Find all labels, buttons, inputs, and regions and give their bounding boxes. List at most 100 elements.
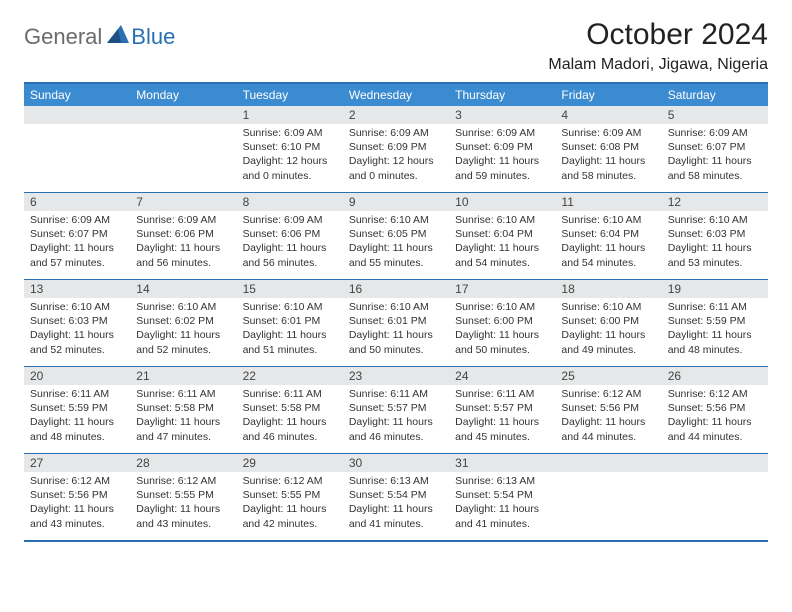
day-number: 17 bbox=[449, 280, 555, 298]
day-cell: 18Sunrise: 6:10 AMSunset: 6:00 PMDayligh… bbox=[555, 280, 661, 366]
day-number: 19 bbox=[662, 280, 768, 298]
sunrise-text: Sunrise: 6:11 AM bbox=[455, 387, 549, 401]
day-details: Sunrise: 6:10 AMSunset: 6:04 PMDaylight:… bbox=[449, 211, 555, 274]
dow-label: Thursday bbox=[449, 84, 555, 106]
sunrise-text: Sunrise: 6:10 AM bbox=[30, 300, 124, 314]
day-number: 13 bbox=[24, 280, 130, 298]
day-number: 31 bbox=[449, 454, 555, 472]
day-details: Sunrise: 6:12 AMSunset: 5:56 PMDaylight:… bbox=[555, 385, 661, 448]
day-cell: 17Sunrise: 6:10 AMSunset: 6:00 PMDayligh… bbox=[449, 280, 555, 366]
week-row: 20Sunrise: 6:11 AMSunset: 5:59 PMDayligh… bbox=[24, 366, 768, 453]
day-cell: 13Sunrise: 6:10 AMSunset: 6:03 PMDayligh… bbox=[24, 280, 130, 366]
day-cell: 19Sunrise: 6:11 AMSunset: 5:59 PMDayligh… bbox=[662, 280, 768, 366]
day-number: 18 bbox=[555, 280, 661, 298]
daylight-text: Daylight: 11 hours and 41 minutes. bbox=[349, 502, 443, 530]
day-cell: 12Sunrise: 6:10 AMSunset: 6:03 PMDayligh… bbox=[662, 193, 768, 279]
daylight-text: Daylight: 11 hours and 47 minutes. bbox=[136, 415, 230, 443]
daylight-text: Daylight: 11 hours and 50 minutes. bbox=[455, 328, 549, 356]
day-cell: 14Sunrise: 6:10 AMSunset: 6:02 PMDayligh… bbox=[130, 280, 236, 366]
month-title: October 2024 bbox=[548, 18, 768, 52]
day-number: 9 bbox=[343, 193, 449, 211]
daylight-text: Daylight: 11 hours and 43 minutes. bbox=[136, 502, 230, 530]
daylight-text: Daylight: 11 hours and 49 minutes. bbox=[561, 328, 655, 356]
sunrise-text: Sunrise: 6:13 AM bbox=[455, 474, 549, 488]
daylight-text: Daylight: 11 hours and 58 minutes. bbox=[668, 154, 762, 182]
sunrise-text: Sunrise: 6:12 AM bbox=[561, 387, 655, 401]
day-details: Sunrise: 6:11 AMSunset: 5:59 PMDaylight:… bbox=[662, 298, 768, 361]
day-cell: 30Sunrise: 6:13 AMSunset: 5:54 PMDayligh… bbox=[343, 454, 449, 540]
day-number bbox=[130, 106, 236, 124]
day-number: 22 bbox=[237, 367, 343, 385]
day-cell bbox=[24, 106, 130, 192]
day-cell: 24Sunrise: 6:11 AMSunset: 5:57 PMDayligh… bbox=[449, 367, 555, 453]
daylight-text: Daylight: 11 hours and 46 minutes. bbox=[349, 415, 443, 443]
sunset-text: Sunset: 6:05 PM bbox=[349, 227, 443, 241]
daylight-text: Daylight: 11 hours and 55 minutes. bbox=[349, 241, 443, 269]
day-number: 16 bbox=[343, 280, 449, 298]
day-details: Sunrise: 6:11 AMSunset: 5:59 PMDaylight:… bbox=[24, 385, 130, 448]
day-details: Sunrise: 6:12 AMSunset: 5:55 PMDaylight:… bbox=[130, 472, 236, 535]
day-details: Sunrise: 6:11 AMSunset: 5:57 PMDaylight:… bbox=[343, 385, 449, 448]
sunrise-text: Sunrise: 6:11 AM bbox=[349, 387, 443, 401]
day-cell: 1 Sunrise: 6:09 AMSunset: 6:10 PMDaylight… bbox=[237, 106, 343, 192]
day-number: 14 bbox=[130, 280, 236, 298]
sunrise-text: Sunrise: 6:10 AM bbox=[561, 300, 655, 314]
sunrise-text: Sunrise: 6:10 AM bbox=[349, 300, 443, 314]
location-label: Malam Madori, Jigawa, Nigeria bbox=[548, 56, 768, 74]
sunset-text: Sunset: 6:06 PM bbox=[243, 227, 337, 241]
sunrise-text: Sunrise: 6:09 AM bbox=[561, 126, 655, 140]
sunrise-text: Sunrise: 6:09 AM bbox=[243, 213, 337, 227]
day-number: 3 bbox=[449, 106, 555, 124]
sunset-text: Sunset: 6:02 PM bbox=[136, 314, 230, 328]
day-cell bbox=[662, 454, 768, 540]
sunset-text: Sunset: 5:56 PM bbox=[30, 488, 124, 502]
dow-label: Saturday bbox=[662, 84, 768, 106]
sunset-text: Sunset: 5:54 PM bbox=[349, 488, 443, 502]
day-details: Sunrise: 6:09 AMSunset: 6:06 PMDaylight:… bbox=[130, 211, 236, 274]
day-details: Sunrise: 6:10 AMSunset: 6:01 PMDaylight:… bbox=[343, 298, 449, 361]
title-block: October 2024 Malam Madori, Jigawa, Niger… bbox=[548, 18, 768, 74]
daylight-text: Daylight: 12 hours and 0 minutes. bbox=[349, 154, 443, 182]
sunrise-text: Sunrise: 6:10 AM bbox=[455, 300, 549, 314]
day-cell: 23Sunrise: 6:11 AMSunset: 5:57 PMDayligh… bbox=[343, 367, 449, 453]
day-details: Sunrise: 6:10 AMSunset: 6:02 PMDaylight:… bbox=[130, 298, 236, 361]
day-details: Sunrise: 6:11 AMSunset: 5:58 PMDaylight:… bbox=[237, 385, 343, 448]
sunset-text: Sunset: 6:09 PM bbox=[455, 140, 549, 154]
day-number: 7 bbox=[130, 193, 236, 211]
daylight-text: Daylight: 11 hours and 51 minutes. bbox=[243, 328, 337, 356]
sunset-text: Sunset: 6:09 PM bbox=[349, 140, 443, 154]
day-cell: 27Sunrise: 6:12 AMSunset: 5:56 PMDayligh… bbox=[24, 454, 130, 540]
day-number: 11 bbox=[555, 193, 661, 211]
sunrise-text: Sunrise: 6:12 AM bbox=[30, 474, 124, 488]
sunset-text: Sunset: 5:55 PM bbox=[136, 488, 230, 502]
daylight-text: Daylight: 11 hours and 46 minutes. bbox=[243, 415, 337, 443]
day-details: Sunrise: 6:09 AMSunset: 6:09 PMDaylight:… bbox=[343, 124, 449, 187]
daylight-text: Daylight: 11 hours and 42 minutes. bbox=[243, 502, 337, 530]
sunrise-text: Sunrise: 6:12 AM bbox=[136, 474, 230, 488]
day-cell: 6Sunrise: 6:09 AMSunset: 6:07 PMDaylight… bbox=[24, 193, 130, 279]
day-cell: 2Sunrise: 6:09 AMSunset: 6:09 PMDaylight… bbox=[343, 106, 449, 192]
day-cell: 21Sunrise: 6:11 AMSunset: 5:58 PMDayligh… bbox=[130, 367, 236, 453]
daylight-text: Daylight: 11 hours and 58 minutes. bbox=[561, 154, 655, 182]
day-details: Sunrise: 6:10 AMSunset: 6:05 PMDaylight:… bbox=[343, 211, 449, 274]
daylight-text: Daylight: 11 hours and 56 minutes. bbox=[243, 241, 337, 269]
day-cell: 15Sunrise: 6:10 AMSunset: 6:01 PMDayligh… bbox=[237, 280, 343, 366]
daylight-text: Daylight: 12 hours and 0 minutes. bbox=[243, 154, 337, 182]
day-number bbox=[662, 454, 768, 472]
sunset-text: Sunset: 5:59 PM bbox=[30, 401, 124, 415]
daylight-text: Daylight: 11 hours and 59 minutes. bbox=[455, 154, 549, 182]
page-header: General Blue October 2024 Malam Madori, … bbox=[24, 18, 768, 74]
sunrise-text: Sunrise: 6:11 AM bbox=[668, 300, 762, 314]
sunset-text: Sunset: 6:01 PM bbox=[243, 314, 337, 328]
sunrise-text: Sunrise: 6:09 AM bbox=[243, 126, 337, 140]
week-row: 27Sunrise: 6:12 AMSunset: 5:56 PMDayligh… bbox=[24, 453, 768, 540]
sunrise-text: Sunrise: 6:10 AM bbox=[455, 213, 549, 227]
sunset-text: Sunset: 6:03 PM bbox=[30, 314, 124, 328]
day-number: 6 bbox=[24, 193, 130, 211]
daylight-text: Daylight: 11 hours and 53 minutes. bbox=[668, 241, 762, 269]
sunset-text: Sunset: 6:03 PM bbox=[668, 227, 762, 241]
day-cell: 4Sunrise: 6:09 AMSunset: 6:08 PMDaylight… bbox=[555, 106, 661, 192]
day-number: 1 bbox=[237, 106, 343, 124]
sunset-text: Sunset: 6:10 PM bbox=[243, 140, 337, 154]
day-cell: 7Sunrise: 6:09 AMSunset: 6:06 PMDaylight… bbox=[130, 193, 236, 279]
